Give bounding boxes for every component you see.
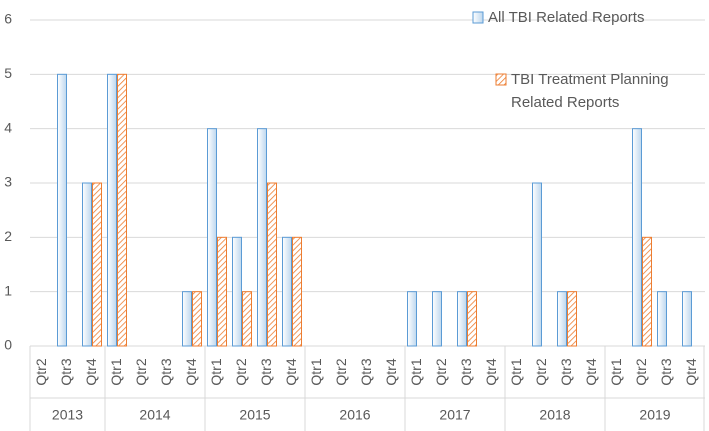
- x-tick-label: Qtr2: [333, 358, 349, 385]
- bar: [267, 182, 277, 347]
- bar: [217, 236, 227, 347]
- year-label: 2017: [439, 407, 470, 423]
- x-tick-label: Qtr3: [658, 358, 674, 385]
- y-tick-label: 5: [4, 65, 12, 81]
- legend-label: TBI Treatment Planning Related Reports: [511, 71, 669, 111]
- bar: [192, 291, 202, 347]
- bar: [432, 291, 442, 347]
- bar: [257, 128, 267, 347]
- bar: [682, 291, 692, 347]
- x-tick-label: Qtr3: [158, 358, 174, 385]
- x-tick-label: Qtr2: [533, 358, 549, 385]
- x-tick-label: Qtr4: [483, 358, 499, 385]
- x-tick-label: Qtr3: [458, 358, 474, 385]
- x-tick-label: Qtr1: [108, 358, 124, 385]
- y-tick-label: 3: [4, 174, 12, 190]
- x-tick-label: Qtr1: [508, 358, 524, 385]
- bar: [82, 182, 92, 347]
- x-tick-label: Qtr4: [183, 358, 199, 385]
- x-tick-label: Qtr4: [383, 358, 399, 385]
- bar: [57, 73, 67, 347]
- y-tick-label: 1: [4, 282, 12, 298]
- y-tick-label: 2: [4, 228, 12, 244]
- x-tick-label: Qtr3: [358, 358, 374, 385]
- x-tick-label: Qtr4: [83, 358, 99, 385]
- legend-swatch: [472, 11, 484, 24]
- y-tick-label: 4: [4, 119, 12, 135]
- year-label: 2019: [639, 407, 670, 423]
- x-tick-label: Qtr3: [58, 358, 74, 385]
- bar: [457, 291, 467, 347]
- bar: [232, 236, 242, 347]
- bar: [557, 291, 567, 347]
- x-tick-label: Qtr1: [608, 358, 624, 385]
- x-tick-label: Qtr3: [258, 358, 274, 385]
- y-tick-label: 6: [4, 11, 12, 27]
- legend-label: All TBI Related Reports: [488, 9, 645, 26]
- legend-swatch: [495, 73, 507, 86]
- bar: [657, 291, 667, 347]
- x-tick-label: Qtr2: [233, 358, 249, 385]
- bar: [92, 182, 102, 347]
- year-label: 2015: [239, 407, 270, 423]
- x-tick-label: Qtr2: [133, 358, 149, 385]
- bar: [567, 291, 577, 347]
- x-tick-label: Qtr4: [583, 358, 599, 385]
- bar: [467, 291, 477, 347]
- bar: [107, 73, 117, 347]
- x-tick-label: Qtr3: [558, 358, 574, 385]
- bar: [117, 73, 127, 347]
- year-label: 2016: [339, 407, 370, 423]
- bar: [282, 236, 292, 347]
- year-label: 2013: [52, 407, 83, 423]
- year-label: 2018: [539, 407, 570, 423]
- x-tick-label: Qtr2: [433, 358, 449, 385]
- x-tick-label: Qtr1: [408, 358, 424, 385]
- x-tick-label: Qtr4: [283, 358, 299, 385]
- bar: [407, 291, 417, 347]
- bar: [182, 291, 192, 347]
- bar: [207, 128, 217, 347]
- x-tick-label: Qtr2: [633, 358, 649, 385]
- x-tick-label: Qtr1: [208, 358, 224, 385]
- y-tick-label: 0: [4, 337, 12, 353]
- year-label: 2014: [139, 407, 170, 423]
- bar: [242, 291, 252, 347]
- bar: [642, 236, 652, 347]
- bar: [532, 182, 542, 347]
- x-tick-label: Qtr1: [308, 358, 324, 385]
- x-tick-label: Qtr2: [33, 358, 49, 385]
- bar: [632, 128, 642, 347]
- x-tick-label: Qtr4: [683, 358, 699, 385]
- bar: [292, 236, 302, 347]
